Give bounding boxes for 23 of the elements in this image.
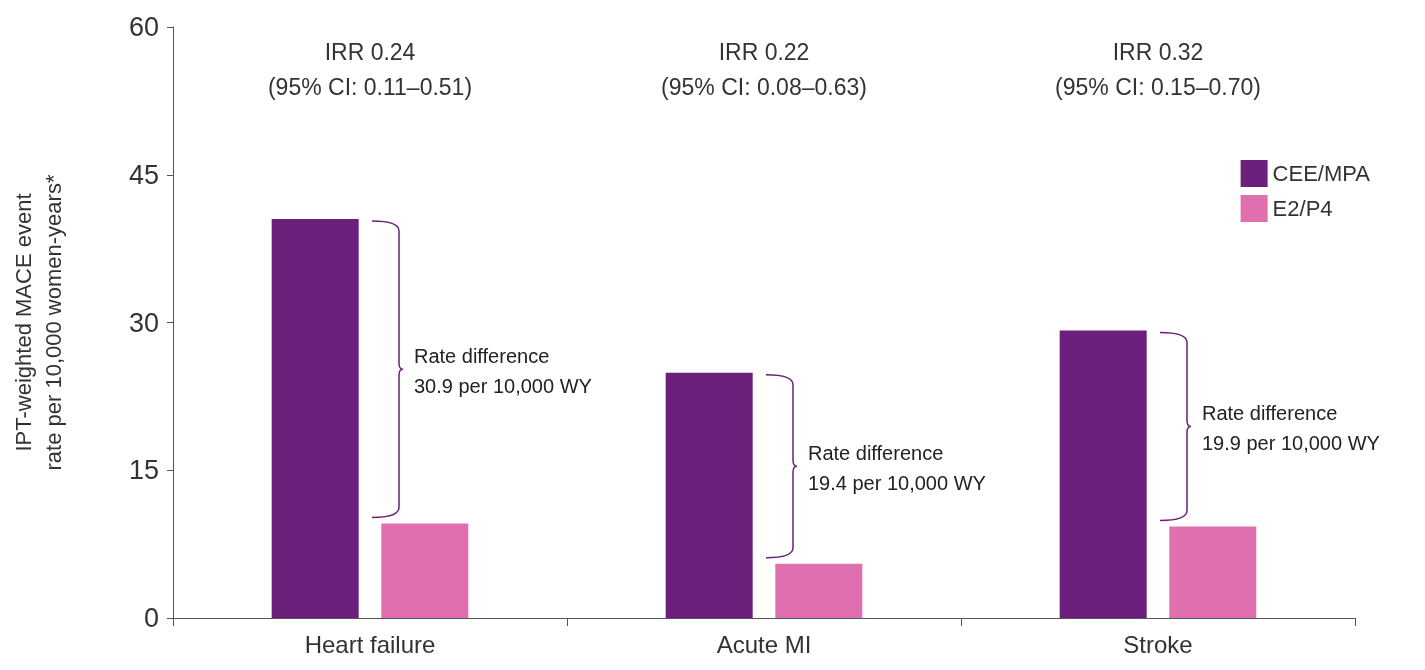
bar <box>1059 330 1147 618</box>
bar <box>381 523 469 618</box>
y-tick-label: 45 <box>128 159 159 190</box>
bar <box>775 563 863 618</box>
y-axis-title: IPT-weighted MACE event rate per 10,000 women-years* <box>10 174 66 471</box>
bar <box>271 219 359 618</box>
legend-label: E2/P4 <box>1272 196 1333 221</box>
annotation: Rate difference 19.4 per 10,000 WY <box>808 442 986 495</box>
x-tick-label: Heart failure <box>304 630 436 658</box>
legend-label: CEE/MPA <box>1272 161 1371 186</box>
annotation: Rate difference 30.9 per 10,000 WY <box>414 345 592 398</box>
y-tick-label: 0 <box>143 603 159 633</box>
bar <box>665 372 753 618</box>
annotation: IRR 0.22 (95% CI: 0.08–0.63) <box>661 38 867 100</box>
y-tick-label: 30 <box>128 307 159 338</box>
annotation: IRR 0.24 (95% CI: 0.11–0.51) <box>267 38 473 100</box>
annotation: Rate difference 19.9 per 10,000 WY <box>1202 402 1380 455</box>
x-tick-label: Stroke <box>1123 630 1193 658</box>
y-tick-label: 15 <box>128 455 159 486</box>
bar <box>1169 526 1257 618</box>
x-tick-label: Acute MI <box>716 630 812 658</box>
y-tick-label: 60 <box>128 12 159 42</box>
annotation: IRR 0.32 (95% CI: 0.15–0.70) <box>1055 38 1261 100</box>
